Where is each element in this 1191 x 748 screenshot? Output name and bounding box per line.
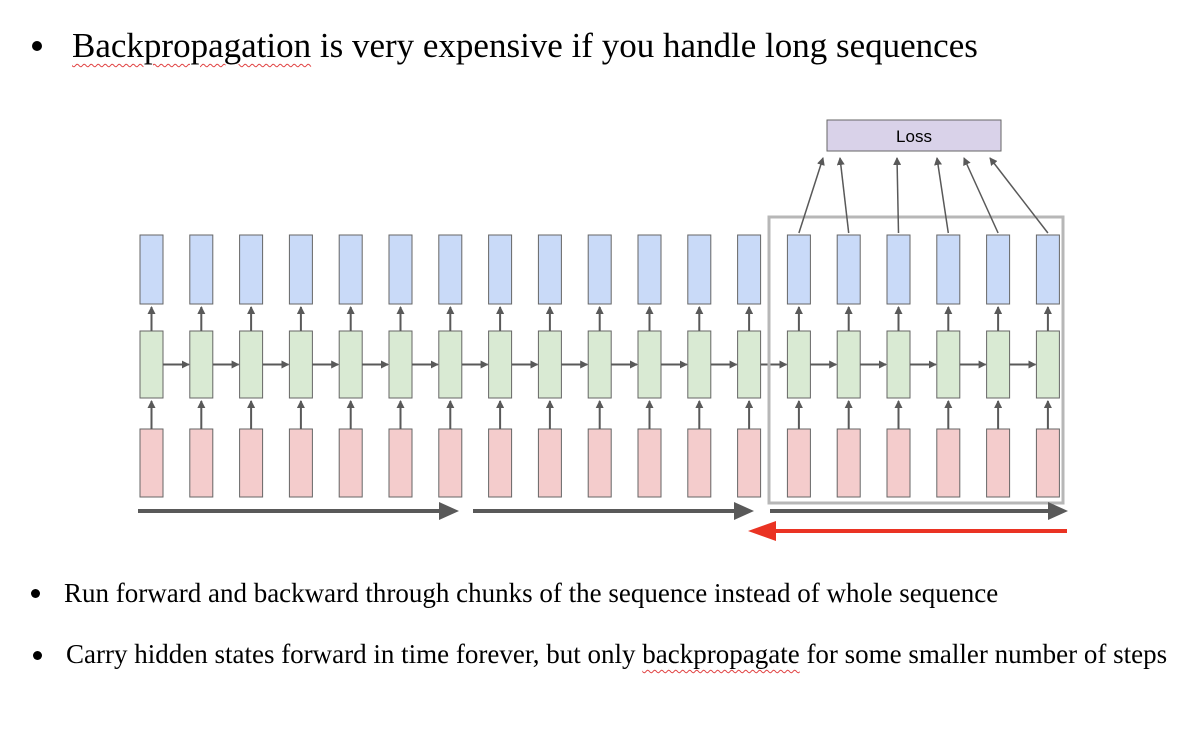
output-cell [488,234,513,305]
output-to-loss-arrow [836,157,850,234]
hidden-cell [637,330,662,399]
output-cell [239,234,264,305]
output-cell [986,234,1011,305]
hidden-cell [836,330,861,399]
input-cell [139,428,164,498]
input-cell [239,428,264,498]
hidden-cell [239,330,264,399]
spell-underlined-word: backpropagate [642,639,800,669]
hidden-cell [488,330,513,399]
hidden-cell [986,330,1011,399]
truncation-window [767,215,1065,505]
output-cell [537,234,562,305]
loss-label: Loss [896,127,932,146]
input-cell [488,428,513,498]
output-cell [886,234,911,305]
input-cell [936,428,961,498]
input-cell [288,428,313,498]
forward-chunk-arrowhead [439,502,459,520]
input-cell [886,428,911,498]
output-cell [288,234,313,305]
bullet-point-3 [33,651,42,660]
hidden-cell [737,330,762,399]
input-cell [637,428,662,498]
output-cell [1035,234,1060,305]
input-cell [189,428,214,498]
hidden-cell [139,330,164,399]
forward-chunk-arrowhead [1048,502,1068,520]
output-to-loss-arrow [934,157,950,234]
input-cell [388,428,413,498]
output-cell [139,234,164,305]
output-cell [189,234,214,305]
input-cell [587,428,612,498]
hidden-cell [438,330,463,399]
hidden-cell [587,330,612,399]
input-cell [338,428,363,498]
input-cell [986,428,1011,498]
input-cell [687,428,712,498]
output-cell [338,234,363,305]
output-to-loss-arrow [989,157,1049,234]
hidden-cell [786,330,811,399]
hidden-cell [189,330,214,399]
input-cell [1035,428,1060,498]
loss-box [826,119,1002,152]
hidden-cell [388,330,413,399]
bullet-1-text: Backpropagation is very expensive if you… [72,26,978,65]
input-cell [438,428,463,498]
bullet-point-2 [31,589,40,598]
output-cell [737,234,762,305]
output-cell [786,234,811,305]
input-cell [537,428,562,498]
output-cell [438,234,463,305]
output-cell [388,234,413,305]
bullet-point-1 [32,41,42,51]
hidden-cell [1035,330,1060,399]
hidden-cell [936,330,961,399]
output-cell [587,234,612,305]
hidden-cell [886,330,911,399]
output-cell [836,234,861,305]
output-cell [687,234,712,305]
hidden-cell [537,330,562,399]
output-cell [936,234,961,305]
hidden-cell [687,330,712,399]
output-to-loss-arrow [893,157,902,234]
input-cell [836,428,861,498]
hidden-cell [338,330,363,399]
bullet-3-text: Carry hidden states forward in time fore… [66,639,1168,669]
output-to-loss-arrow [963,157,999,234]
forward-chunk-arrowhead [734,502,754,520]
spell-underlined-word: Backpropagation [72,26,312,65]
input-cell [737,428,762,498]
backward-arrowhead [748,521,776,541]
input-cell [786,428,811,498]
output-to-loss-arrow [798,157,825,234]
output-cell [637,234,662,305]
hidden-cell [288,330,313,399]
bullet-2-text: Run forward and backward through chunks … [64,578,999,608]
